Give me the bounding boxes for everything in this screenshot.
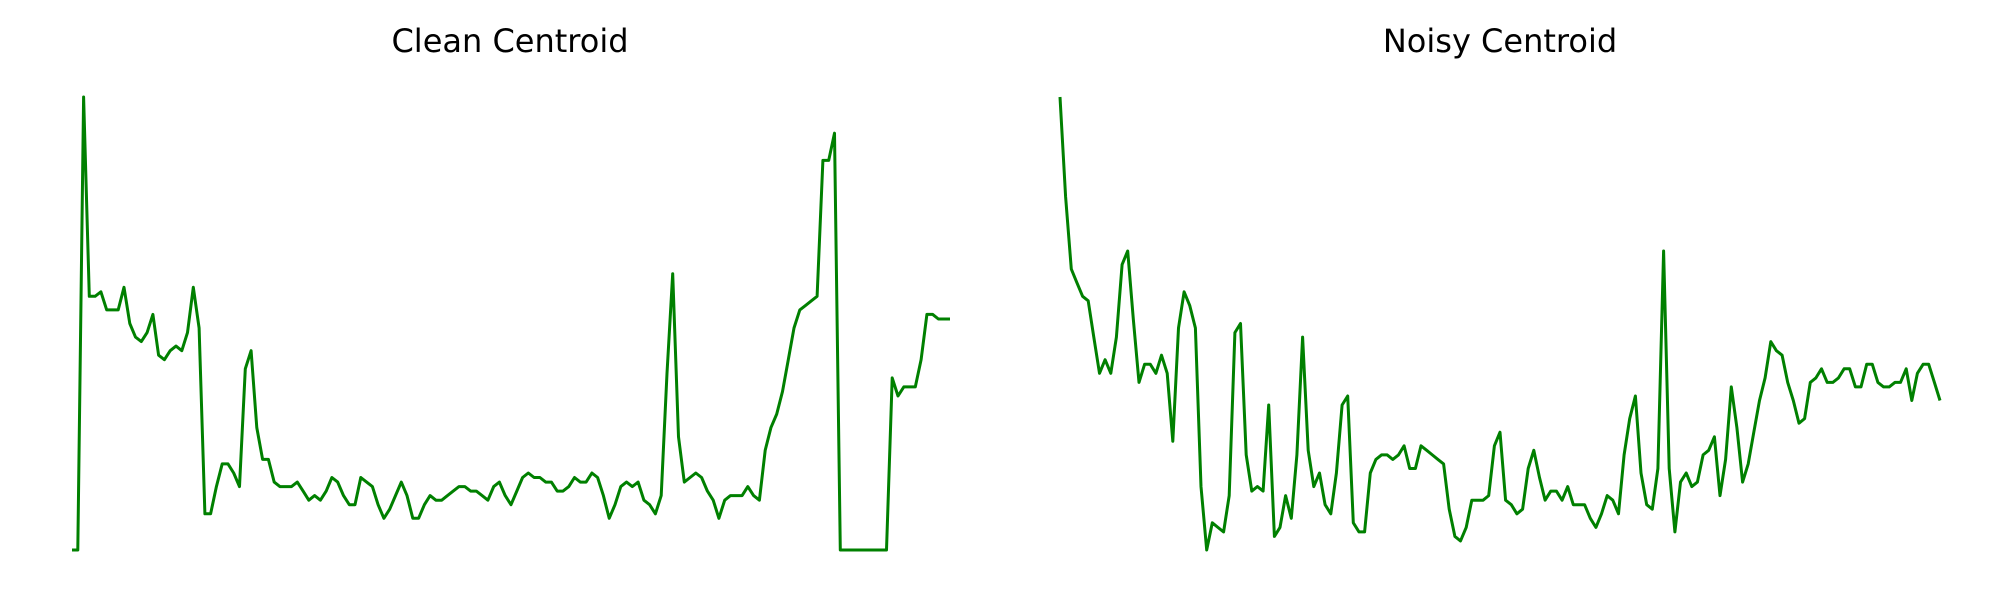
chart-title-clean-centroid: Clean Centroid — [391, 22, 629, 60]
clean-centroid-line — [72, 95, 950, 552]
noisy-centroid-line — [1058, 96, 1942, 552]
chart-title-noisy-centroid: Noisy Centroid — [1382, 22, 1618, 60]
